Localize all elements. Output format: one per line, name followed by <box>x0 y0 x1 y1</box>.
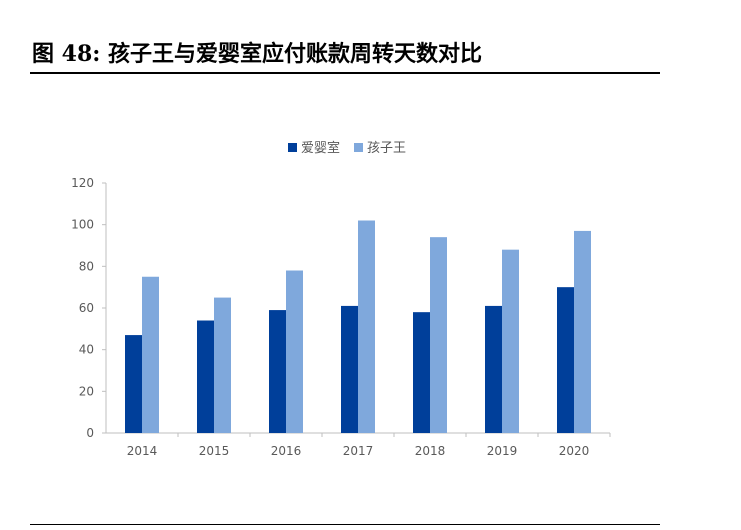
bar-haiziwang-2017 <box>358 220 375 433</box>
title-rule <box>30 72 660 74</box>
bar-haiziwang-2014 <box>142 276 159 433</box>
x-tick-label: 2020 <box>559 444 590 458</box>
bar-aiyingshi-2015 <box>197 320 214 433</box>
bottom-rule <box>30 524 660 525</box>
legend-label-0: 爱婴室 <box>301 140 340 156</box>
bar-haiziwang-2016 <box>286 270 303 433</box>
bar-aiyingshi-2018 <box>413 312 430 433</box>
y-tick-label: 20 <box>79 384 94 398</box>
figure-title: 图 48: 孩子王与爱婴室应付账款周转天数对比 <box>32 41 483 67</box>
y-tick-label: 0 <box>86 426 94 440</box>
bar-aiyingshi-2019 <box>485 305 502 433</box>
bar-haiziwang-2020 <box>574 230 591 433</box>
bar-aiyingshi-2020 <box>557 287 574 433</box>
x-tick-label: 2014 <box>127 444 158 458</box>
legend-swatch-1 <box>354 143 363 152</box>
chart-bars <box>125 220 591 433</box>
bar-aiyingshi-2016 <box>269 310 286 433</box>
bar-haiziwang-2018 <box>430 237 447 433</box>
bar-haiziwang-2019 <box>502 249 519 433</box>
x-tick-label: 2015 <box>199 444 230 458</box>
bar-aiyingshi-2017 <box>341 305 358 433</box>
x-tick-label: 2016 <box>271 444 302 458</box>
chart-axes: 0 20 40 60 80 100 120 2014 2015 2016 2017 2018 2019 2… <box>71 176 611 458</box>
bar-haiziwang-2015 <box>214 297 231 433</box>
y-tick-label: 100 <box>71 218 94 232</box>
x-tick-label: 2019 <box>487 444 518 458</box>
x-tick-label: 2018 <box>415 444 446 458</box>
legend-label-1: 孩子王 <box>367 141 406 156</box>
y-tick-label: 120 <box>71 176 94 190</box>
bar-aiyingshi-2014 <box>125 335 142 433</box>
y-tick-label: 60 <box>79 301 94 315</box>
y-tick-label: 80 <box>79 259 94 273</box>
x-tick-label: 2017 <box>343 444 374 458</box>
y-tick-label: 40 <box>79 343 94 357</box>
chart-legend: 爱婴室 孩子王 <box>288 140 406 156</box>
legend-swatch-0 <box>288 143 297 152</box>
